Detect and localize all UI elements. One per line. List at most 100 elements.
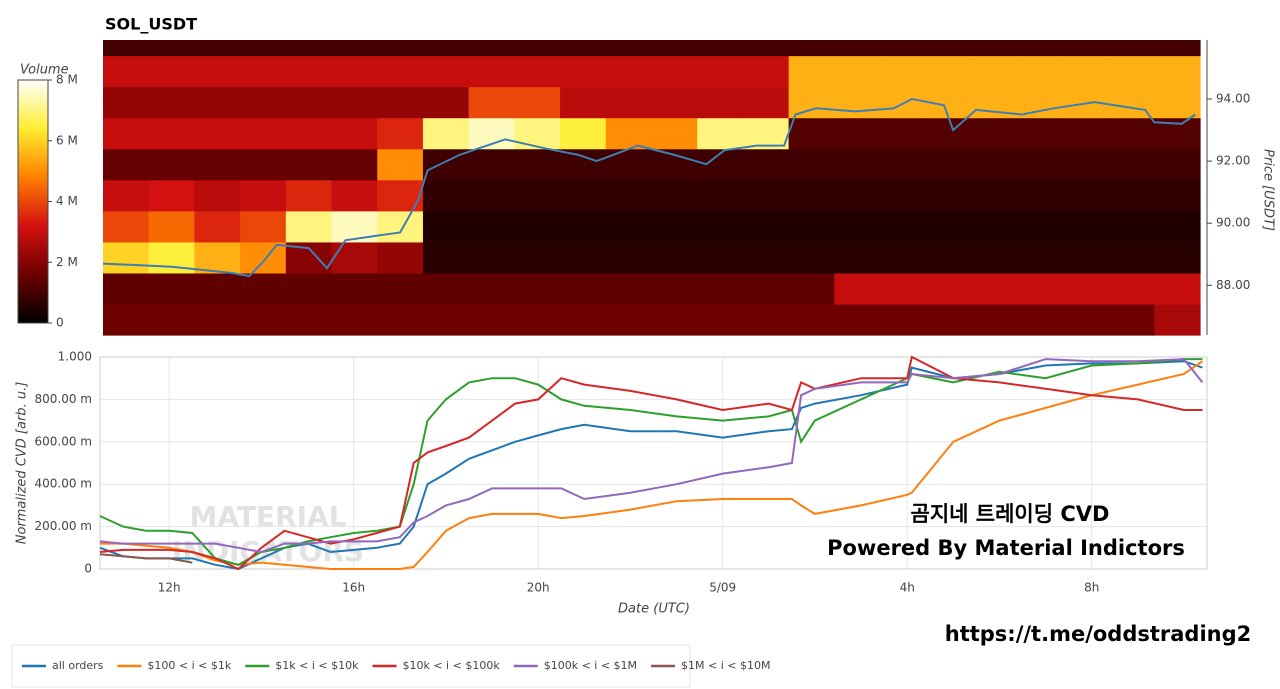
heatmap-cell bbox=[971, 241, 1018, 274]
heatmap-cell bbox=[788, 55, 835, 88]
heatmap-cell bbox=[1108, 210, 1155, 243]
heatmap-cell bbox=[422, 40, 470, 57]
heatmap-cell bbox=[1017, 303, 1064, 336]
heatmap-cell bbox=[560, 303, 607, 336]
heatmap-cell bbox=[788, 241, 835, 274]
heatmap-cell bbox=[148, 40, 196, 57]
heatmap-cell bbox=[788, 303, 835, 336]
heatmap-cell bbox=[834, 272, 881, 305]
heatmap-cell bbox=[697, 272, 744, 305]
heatmap-cell bbox=[285, 40, 333, 57]
heatmap-cell bbox=[605, 210, 653, 243]
colorbar-tick-label: 4 M bbox=[56, 194, 78, 208]
heatmap-cell bbox=[285, 303, 333, 336]
y-tick-label: 0 bbox=[84, 562, 92, 576]
heatmap-cell bbox=[148, 210, 196, 243]
y-axis-title: Price [USDT] bbox=[1261, 149, 1276, 231]
heatmap-cell bbox=[742, 117, 790, 150]
heatmap-cell bbox=[1017, 210, 1064, 243]
heatmap-cell bbox=[422, 179, 470, 212]
heatmap-cell bbox=[880, 117, 927, 150]
heatmap-cell bbox=[514, 241, 561, 274]
heatmap-cell bbox=[925, 148, 973, 181]
heatmap-cell bbox=[148, 117, 196, 150]
heatmap-cell bbox=[1154, 148, 1201, 181]
heatmap-cell bbox=[651, 86, 698, 119]
heatmap-cell bbox=[377, 86, 424, 119]
heatmap-cell bbox=[377, 241, 424, 274]
heatmap-cell bbox=[834, 303, 881, 336]
footer-link: https://t.me/oddstrading2 bbox=[945, 622, 1252, 646]
heatmap-cell bbox=[194, 210, 241, 243]
heatmap-cell bbox=[103, 241, 150, 274]
x-tick-label: 20h bbox=[527, 581, 550, 595]
heatmap-cell bbox=[1154, 210, 1201, 243]
price-line bbox=[102, 97, 1196, 278]
heatmap-cell bbox=[971, 55, 1018, 88]
x-tick-label: 8h bbox=[1084, 581, 1099, 595]
heatmap-cell bbox=[605, 241, 653, 274]
heatmap-cell bbox=[514, 210, 561, 243]
heatmap-cell bbox=[788, 148, 835, 181]
heatmap-cell bbox=[468, 210, 515, 243]
heatmap-cell bbox=[605, 40, 653, 57]
heatmap-cell bbox=[468, 86, 515, 119]
heatmap-cell bbox=[331, 40, 378, 57]
heatmap-cell bbox=[194, 40, 241, 57]
heatmap-cell bbox=[148, 303, 196, 336]
heatmap-cell bbox=[880, 55, 927, 88]
cvd-line bbox=[99, 553, 193, 564]
heatmap-cell bbox=[1108, 55, 1155, 88]
heatmap-cell bbox=[971, 148, 1018, 181]
x-axis-title: Date (UTC) bbox=[618, 602, 690, 617]
legend-label: $100 < i < $1k bbox=[147, 659, 231, 672]
heatmap-cell bbox=[285, 148, 333, 181]
heatmap-cell bbox=[285, 179, 333, 212]
heatmap-cell bbox=[651, 40, 698, 57]
heatmap-cell bbox=[925, 55, 973, 88]
heatmap-cell bbox=[422, 117, 470, 150]
heatmap-cell bbox=[240, 86, 287, 119]
heatmap-cell bbox=[240, 117, 287, 150]
heatmap-cell bbox=[560, 210, 607, 243]
heatmap-cell bbox=[560, 86, 607, 119]
heatmap-cell bbox=[925, 179, 973, 212]
heatmap-cell bbox=[605, 303, 653, 336]
heatmap-cell bbox=[1062, 241, 1110, 274]
heatmap-cell bbox=[971, 272, 1018, 305]
heatmap-cell bbox=[742, 303, 790, 336]
heatmap-cell bbox=[971, 117, 1018, 150]
heatmap-cell bbox=[377, 117, 424, 150]
heatmap-cell bbox=[651, 210, 698, 243]
heatmap-cell bbox=[651, 303, 698, 336]
heatmap-cell bbox=[194, 55, 241, 88]
heatmap-cell bbox=[742, 272, 790, 305]
heatmap-cell bbox=[560, 179, 607, 212]
heatmap-cell bbox=[194, 148, 241, 181]
heatmap-cell bbox=[971, 210, 1018, 243]
heatmap-cell bbox=[834, 117, 881, 150]
heatmap-cell bbox=[880, 179, 927, 212]
heatmap-cell bbox=[194, 303, 241, 336]
heatmap-cell bbox=[514, 179, 561, 212]
heatmap-cell bbox=[605, 55, 653, 88]
plot-frame bbox=[99, 356, 1208, 570]
heatmap-cell bbox=[1108, 117, 1155, 150]
heatmap-cell bbox=[1062, 303, 1110, 336]
annotation: Powered By Material Indictors bbox=[827, 536, 1185, 560]
heatmap-cell bbox=[1154, 40, 1201, 57]
heatmap-cell bbox=[468, 272, 515, 305]
heatmap-cell bbox=[1108, 272, 1155, 305]
heatmap-cell bbox=[377, 179, 424, 212]
heatmap-cell bbox=[1154, 241, 1201, 274]
heatmap-cell bbox=[194, 179, 241, 212]
heatmap-cell bbox=[697, 210, 744, 243]
heatmap-cell bbox=[834, 179, 881, 212]
heatmap-cell bbox=[377, 55, 424, 88]
heatmap-cell bbox=[651, 241, 698, 274]
heatmap-cell bbox=[240, 179, 287, 212]
heatmap-cell bbox=[605, 179, 653, 212]
heatmap-cell bbox=[240, 241, 287, 274]
cvd-line bbox=[99, 355, 1203, 571]
